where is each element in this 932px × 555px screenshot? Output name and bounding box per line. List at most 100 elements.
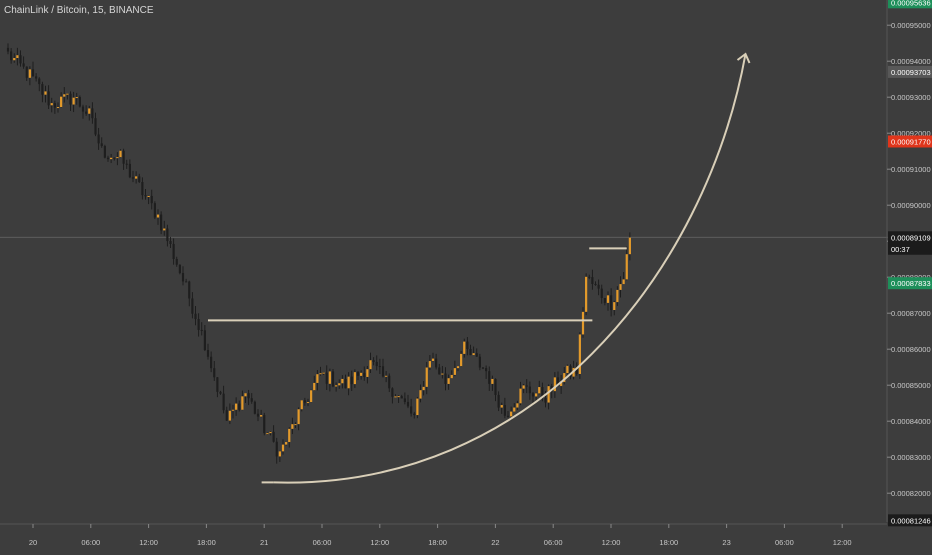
candle <box>588 276 591 278</box>
candle <box>525 385 528 387</box>
candle <box>394 396 397 398</box>
candle <box>85 111 88 114</box>
x-tick-label: 06:00 <box>81 538 100 547</box>
candle <box>219 391 222 394</box>
candle <box>22 63 25 67</box>
candle <box>353 372 356 385</box>
candle <box>500 405 503 408</box>
candle <box>103 146 106 158</box>
candle <box>28 69 31 78</box>
candle <box>275 441 278 457</box>
x-tick-label: 06:00 <box>544 538 563 547</box>
candle <box>594 283 597 285</box>
candle <box>585 276 588 312</box>
price-label-box <box>888 65 932 78</box>
candle <box>38 78 41 85</box>
candle <box>113 157 116 159</box>
x-tick-label: 12:00 <box>602 538 621 547</box>
candle <box>322 372 325 374</box>
candle <box>413 413 416 416</box>
candle <box>325 372 328 384</box>
candle <box>441 373 444 375</box>
candle <box>569 365 572 377</box>
candle <box>206 350 210 357</box>
candle <box>225 410 228 421</box>
candle <box>513 407 516 412</box>
candle <box>535 393 538 397</box>
candle <box>616 289 619 303</box>
candle <box>625 254 628 280</box>
x-tick-label: 18:00 <box>659 538 678 547</box>
candle <box>203 330 206 351</box>
candle <box>416 398 419 416</box>
candle <box>497 394 500 408</box>
candle <box>25 66 28 78</box>
y-tick-label: 0.00095000 <box>891 21 931 30</box>
candle <box>31 69 35 77</box>
candle <box>319 373 322 375</box>
candle <box>300 400 303 410</box>
candle <box>110 157 113 160</box>
candle <box>485 368 488 372</box>
candle <box>447 378 450 384</box>
price-label-box <box>888 514 932 527</box>
arrow-head <box>736 52 751 64</box>
candle <box>291 424 294 429</box>
candle <box>119 150 122 158</box>
candle <box>44 91 47 95</box>
candle <box>385 375 388 377</box>
candle <box>478 356 481 368</box>
candle <box>566 365 569 374</box>
y-tick-label: 0.00087000 <box>891 309 931 318</box>
candle <box>210 356 213 369</box>
candle <box>425 367 428 387</box>
candle <box>516 403 519 408</box>
candle <box>503 405 506 416</box>
drawings <box>208 52 751 484</box>
x-tick-label: 12:00 <box>833 538 852 547</box>
candle <box>222 393 225 411</box>
candle <box>366 369 369 377</box>
candle <box>197 319 200 330</box>
candle <box>200 329 203 331</box>
candle <box>160 214 163 231</box>
y-tick-label: 0.00090000 <box>891 201 931 210</box>
candle <box>122 150 125 164</box>
candle <box>181 273 185 282</box>
candle <box>606 295 610 303</box>
candle <box>297 409 300 425</box>
candle <box>331 371 335 387</box>
candle <box>53 103 56 108</box>
candle <box>578 334 581 374</box>
candle <box>41 84 44 95</box>
candle <box>491 378 494 384</box>
candle <box>138 176 141 183</box>
candle <box>163 228 166 231</box>
candle <box>350 376 353 385</box>
y-tick-label: 0.00082000 <box>891 489 931 498</box>
candle <box>294 424 297 426</box>
candle <box>94 118 97 135</box>
candle <box>185 281 188 283</box>
price-label-box <box>888 242 932 255</box>
candle <box>422 386 425 391</box>
candle <box>169 241 172 244</box>
candle <box>435 358 438 368</box>
candle <box>444 373 447 384</box>
candle <box>147 195 150 197</box>
price-label-box <box>888 277 932 290</box>
x-tick-label: 18:00 <box>197 538 216 547</box>
candle <box>560 382 563 387</box>
candle <box>410 406 413 414</box>
candle <box>519 388 522 404</box>
candle <box>172 243 175 259</box>
candle <box>88 108 91 114</box>
candle <box>303 400 306 403</box>
price-label-box <box>888 231 932 244</box>
candle <box>378 366 381 368</box>
candle <box>97 134 100 144</box>
candle <box>450 374 453 379</box>
candle <box>391 388 394 397</box>
